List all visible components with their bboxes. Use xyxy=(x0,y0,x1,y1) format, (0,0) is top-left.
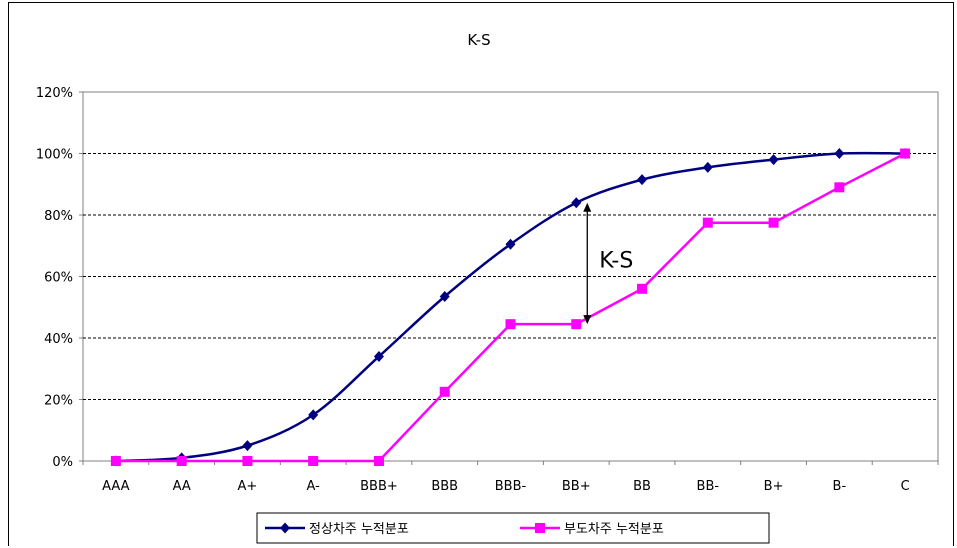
data-point xyxy=(373,350,384,362)
data-point xyxy=(571,197,582,209)
y-tick-label: 20% xyxy=(44,394,73,409)
legend-label: 정상차주 누적분포 xyxy=(309,522,409,537)
ks-annotation-label: K-S xyxy=(599,248,633,273)
ks-arrowhead-top xyxy=(583,202,592,212)
series-line xyxy=(115,152,906,463)
data-point xyxy=(505,238,516,250)
legend-item-1: 정상차주 누적분포 xyxy=(265,522,409,537)
x-tick-label: BB- xyxy=(697,479,720,494)
y-tick-label: 40% xyxy=(44,332,73,347)
x-tick-label: BBB+ xyxy=(360,479,398,494)
data-point xyxy=(308,456,319,466)
legend-box xyxy=(256,512,770,544)
y-tick-label: 60% xyxy=(44,271,73,286)
data-point xyxy=(280,522,290,534)
data-point xyxy=(768,154,779,166)
data-point xyxy=(242,440,253,452)
legend-item-2: 부도차주 누적분포 xyxy=(520,522,664,537)
data-point xyxy=(110,456,121,466)
data-point xyxy=(637,174,648,186)
data-point xyxy=(439,290,450,302)
gridlines xyxy=(83,153,938,400)
y-axis: 0% 20% 40% 60% 80% 100% 120% xyxy=(36,86,83,470)
data-point xyxy=(571,319,582,330)
data-point xyxy=(308,409,319,421)
y-tick-label: 0% xyxy=(52,455,73,470)
y-tick-label: 80% xyxy=(44,209,73,224)
y-tick-label: 120% xyxy=(36,86,73,101)
data-point xyxy=(900,148,911,159)
data-point xyxy=(535,523,545,533)
x-tick-label: A- xyxy=(307,479,321,494)
x-tick-label: BBB- xyxy=(495,479,527,494)
data-point xyxy=(637,283,648,294)
x-tick-label: BBB xyxy=(431,479,458,494)
data-point xyxy=(768,217,779,228)
data-point xyxy=(505,319,516,330)
series-1 xyxy=(110,148,911,467)
chart-title: K-S xyxy=(467,31,490,49)
data-point xyxy=(834,148,845,159)
x-tick-label: BB xyxy=(633,479,651,494)
legend: 정상차주 누적분포 부도차주 누적분포 xyxy=(256,512,770,544)
data-point xyxy=(834,182,845,193)
x-tick-label: B+ xyxy=(764,479,784,494)
series-line xyxy=(115,151,906,463)
x-tick-label: BB+ xyxy=(562,479,591,494)
ks-arrowhead-bottom xyxy=(583,315,592,325)
ks-annotation: K-S xyxy=(583,202,633,325)
x-tick-label: AA xyxy=(173,479,191,494)
data-point xyxy=(439,386,450,397)
series-2 xyxy=(110,148,911,466)
data-point xyxy=(702,217,713,228)
data-point xyxy=(176,456,187,466)
x-tick-label: B- xyxy=(833,479,847,494)
x-axis: AAA AA A+ A- BBB+ BBB BBB- BB+ BB BB- B+ B- C xyxy=(82,461,939,494)
x-tick-label: A+ xyxy=(238,479,258,494)
y-tick-label: 100% xyxy=(36,148,73,163)
x-tick-label: AAA xyxy=(102,479,130,494)
legend-label: 부도차주 누적분포 xyxy=(564,522,664,537)
chart-frame xyxy=(8,2,954,546)
data-point xyxy=(242,456,253,466)
data-point xyxy=(702,161,713,173)
data-point xyxy=(373,456,384,466)
series-layer xyxy=(110,148,911,467)
x-tick-label: C xyxy=(901,479,910,494)
